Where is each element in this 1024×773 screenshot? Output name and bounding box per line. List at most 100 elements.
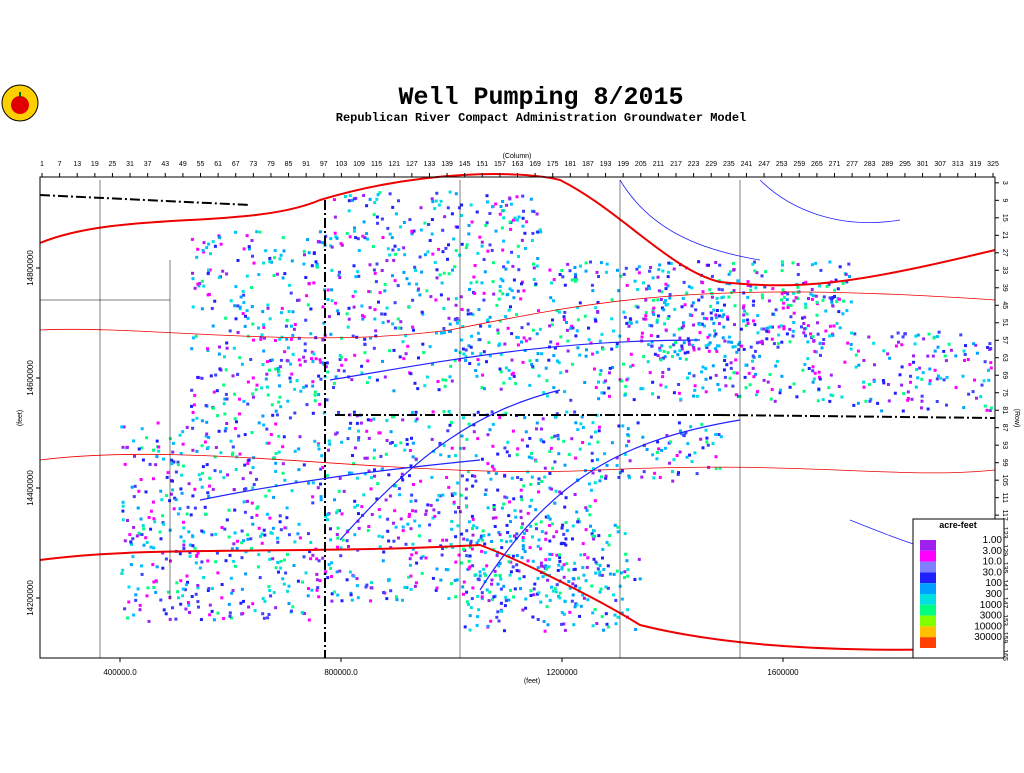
- cell: [716, 344, 720, 348]
- cell: [268, 516, 272, 520]
- cell: [510, 289, 514, 293]
- cell: [573, 493, 577, 496]
- cell: [872, 341, 876, 345]
- cell: [313, 390, 317, 394]
- cell: [886, 352, 890, 356]
- column-tick-label: 13: [73, 161, 81, 168]
- cell: [246, 533, 250, 537]
- cell: [492, 292, 496, 296]
- cell: [415, 561, 419, 565]
- cell: [774, 308, 778, 312]
- cell: [290, 372, 294, 376]
- cell: [151, 500, 155, 504]
- cell: [469, 312, 473, 316]
- cell: [474, 454, 478, 458]
- cell: [367, 436, 371, 440]
- cell: [906, 397, 910, 400]
- cell: [462, 580, 466, 584]
- cell: [531, 328, 535, 332]
- cell: [188, 554, 192, 558]
- cell: [611, 366, 614, 369]
- cell: [193, 546, 197, 550]
- cell: [818, 284, 822, 288]
- cell: [486, 433, 490, 437]
- cell: [599, 369, 603, 373]
- cell: [407, 515, 411, 518]
- cell: [552, 535, 556, 539]
- cell: [311, 501, 315, 505]
- cell: [240, 556, 244, 560]
- cell: [769, 397, 773, 401]
- cell: [315, 572, 319, 576]
- cell: [414, 509, 418, 513]
- cell: [667, 270, 670, 274]
- cell: [549, 446, 553, 450]
- cell: [272, 591, 276, 595]
- cell: [149, 545, 153, 549]
- cell: [409, 574, 413, 578]
- cell: [196, 600, 200, 604]
- cell: [294, 480, 298, 484]
- cell: [309, 541, 313, 544]
- cell: [191, 271, 194, 275]
- cell: [547, 358, 551, 362]
- cell: [515, 563, 519, 567]
- cell: [534, 508, 538, 512]
- y-tick-label: 14200000: [26, 580, 35, 616]
- cell: [623, 576, 626, 580]
- cell: [486, 506, 490, 510]
- cell: [402, 357, 406, 361]
- cell: [872, 380, 876, 383]
- cell: [361, 234, 365, 238]
- cell: [468, 362, 472, 365]
- cell: [401, 525, 405, 529]
- cell: [441, 228, 445, 232]
- cell: [796, 285, 800, 289]
- cell: [474, 369, 478, 372]
- cell: [353, 226, 356, 230]
- cell: [162, 522, 166, 526]
- cell: [920, 399, 924, 403]
- cell: [252, 456, 256, 460]
- cell: [161, 566, 165, 570]
- cell: [198, 477, 202, 481]
- cell: [651, 380, 655, 384]
- cell: [457, 318, 461, 322]
- cell: [596, 440, 600, 444]
- cell: [844, 272, 848, 276]
- cell: [756, 314, 760, 318]
- cell: [356, 503, 359, 507]
- cell: [231, 374, 235, 378]
- cell: [709, 376, 713, 380]
- cell: [552, 299, 555, 303]
- cell: [548, 539, 552, 543]
- cell: [317, 447, 321, 451]
- cell: [398, 355, 402, 359]
- cell: [317, 559, 321, 563]
- cell: [399, 517, 403, 521]
- cell: [522, 336, 526, 340]
- cell: [277, 570, 280, 574]
- cell: [272, 495, 276, 499]
- cell: [161, 521, 165, 525]
- cell: [422, 351, 426, 354]
- cell: [283, 526, 287, 530]
- cell: [818, 341, 822, 345]
- cell: [276, 367, 280, 371]
- cell: [169, 492, 173, 496]
- cell: [536, 544, 540, 548]
- cell: [602, 391, 606, 395]
- cell: [245, 234, 249, 238]
- cell: [548, 486, 552, 490]
- cell: [508, 287, 512, 291]
- cell: [900, 383, 904, 387]
- cell: [266, 303, 270, 307]
- cell: [539, 520, 543, 524]
- cell: [657, 268, 661, 272]
- column-tick-label: 31: [126, 161, 134, 168]
- cell: [454, 249, 458, 252]
- cell: [668, 293, 672, 297]
- cell: [195, 255, 199, 259]
- cell: [636, 421, 640, 425]
- cell: [352, 574, 356, 578]
